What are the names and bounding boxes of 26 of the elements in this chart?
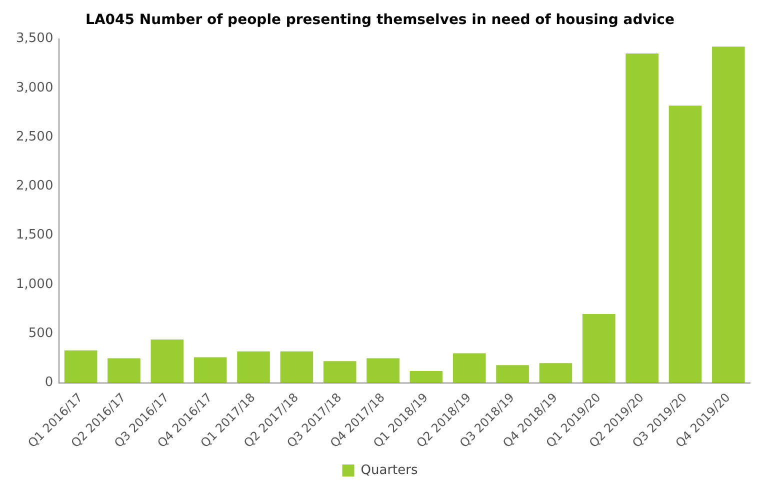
bar [539, 363, 572, 383]
bar [108, 358, 140, 383]
bar [712, 46, 745, 383]
bar [668, 106, 702, 383]
y-tick-label: 2,000 [16, 178, 54, 194]
bar [150, 340, 184, 383]
y-tick-label: 0 [44, 375, 54, 390]
bar [410, 371, 443, 383]
legend-label: Quarters [360, 462, 418, 478]
bar [496, 365, 529, 383]
bar [626, 54, 658, 383]
bar [237, 351, 270, 383]
y-tick-label: 500 [28, 326, 54, 342]
y-tick-label: 3,000 [16, 80, 54, 96]
y-tick-label: 2,500 [16, 129, 54, 144]
bar [582, 314, 616, 383]
y-tick-label: 3,500 [16, 31, 54, 46]
y-tick-label: 1,000 [16, 276, 54, 292]
bar [194, 357, 227, 383]
bar [366, 358, 400, 383]
chart-title: LA045 Number of people presenting themselves in need of housing advice [86, 12, 674, 28]
bar [323, 361, 356, 383]
y-tick-label: 1,500 [16, 228, 54, 243]
bar [64, 350, 98, 383]
bar [452, 353, 486, 383]
bar [280, 351, 314, 383]
